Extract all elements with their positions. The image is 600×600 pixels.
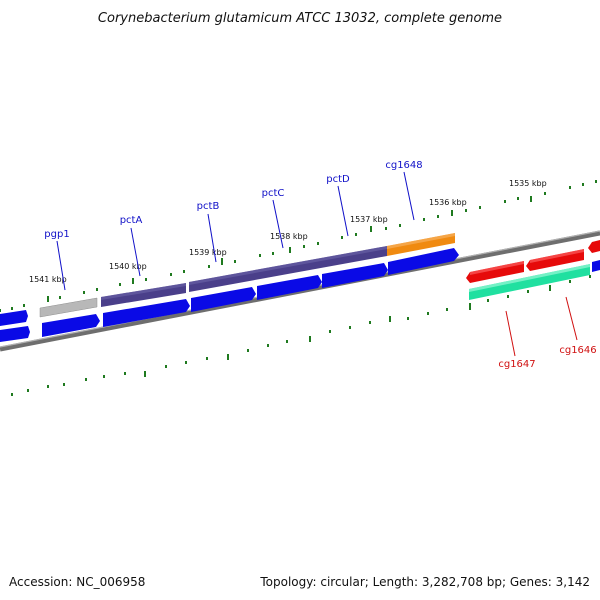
cds-arrow-pctA [103,299,190,327]
gene-label-pctA: pctA [120,215,143,226]
tick-label-1538: 1538 kbp [270,232,308,241]
tick-label-1540: 1540 kbp [109,262,147,271]
inner-ruler [11,275,591,396]
cds-arrow-right-red [588,240,600,253]
forward-features-top [39,233,455,318]
gene-label-pctB: pctB [197,201,220,212]
tick-label-1536: 1536 kbp [429,198,467,207]
cds-arrow-pctC [257,275,322,300]
gene-label-cg1648: cg1648 [385,160,422,171]
gene-label-pctC: pctC [262,188,285,199]
cds-arrow-pctB [191,287,256,312]
tick-label-1535: 1535 kbp [509,179,547,188]
cds-arrow-pctD [322,263,388,288]
genome-summary-text: Topology: circular; Length: 3,282,708 bp… [259,575,590,589]
cds-arrow-left-2 [0,326,30,342]
cds-arrow-cg1648 [388,248,459,275]
gene-label-pctD: pctD [326,174,350,185]
gene-label-cg1646: cg1646 [559,345,596,356]
accession-text: Accession: NC_006958 [9,575,145,589]
tick-label-1537: 1537 kbp [350,215,388,224]
map-title: Corynebacterium glutamicum ATCC 13032, c… [98,11,502,26]
cds-arrow-left-1 [0,310,28,326]
cds-arrow-right-1 [592,260,600,272]
tick-label-1539: 1539 kbp [189,248,227,257]
cds-arrow-pgp1 [42,314,100,337]
reverse-features [466,240,600,300]
gene-label-cg1647: cg1647 [498,359,535,370]
label-leaders [56,171,578,357]
feature-grey-pseudo [39,297,98,318]
gene-label-pgp1: pgp1 [44,229,69,240]
forward-cds-arrows [0,248,600,342]
outer-ruler [0,180,597,312]
tick-label-1541: 1541 kbp [29,275,67,284]
